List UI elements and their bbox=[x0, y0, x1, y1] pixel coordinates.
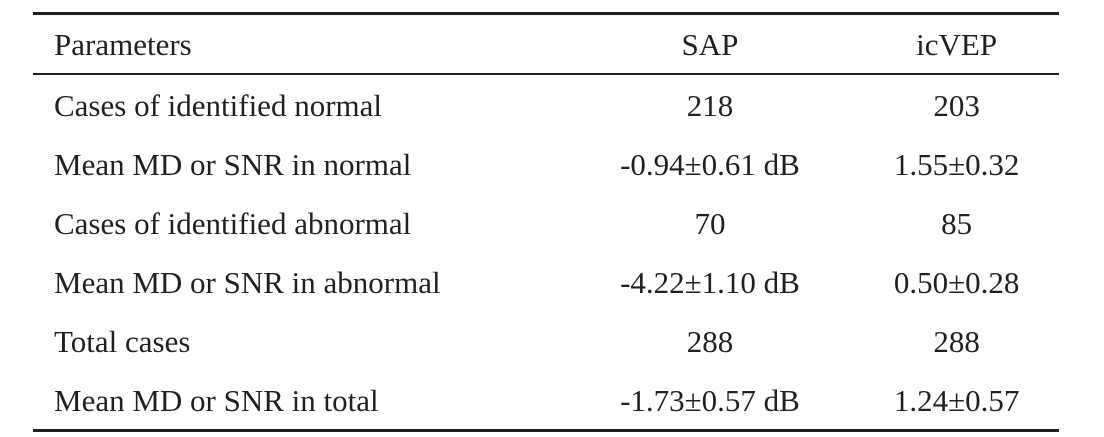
icvep-value-cell: 1.24±0.57 bbox=[893, 382, 1020, 418]
table-row: Cases of identified normal 218 203 bbox=[33, 74, 1059, 135]
table-row: Mean MD or SNR in normal -0.94±0.61 dB 1… bbox=[33, 135, 1059, 194]
parameter-cell: Mean MD or SNR in normal bbox=[54, 147, 412, 182]
table-header: Parameters SAP icVEP bbox=[33, 13, 1059, 74]
sap-value-cell: -0.94±0.61 dB bbox=[620, 147, 800, 182]
sap-value-cell: 218 bbox=[686, 87, 734, 123]
icvep-value-cell: 1.55±0.32 bbox=[893, 147, 1020, 182]
parameter-cell: Total cases bbox=[54, 324, 191, 359]
icvep-value-cell: 0.50±0.28 bbox=[893, 265, 1020, 300]
column-header-parameters: Parameters bbox=[54, 26, 192, 62]
table-row: Total cases 288 288 bbox=[33, 312, 1059, 371]
cropped-caption-fragment bbox=[36, 0, 1060, 6]
column-header-icvep: icVEP bbox=[916, 26, 998, 62]
table-row: Mean MD or SNR in abnormal -4.22±1.10 dB… bbox=[33, 253, 1059, 312]
column-header-sap: SAP bbox=[681, 26, 739, 62]
header-row: Parameters SAP icVEP bbox=[33, 13, 1059, 74]
parameter-cell: Cases of identified abnormal bbox=[54, 206, 412, 241]
table-row: Mean MD or SNR in total -1.73±0.57 dB 1.… bbox=[33, 371, 1059, 431]
sap-value-cell: -4.22±1.10 dB bbox=[620, 265, 800, 300]
icvep-value-cell: 203 bbox=[933, 87, 980, 123]
icvep-value-cell: 85 bbox=[941, 206, 973, 241]
parameter-cell: Mean MD or SNR in abnormal bbox=[54, 265, 441, 300]
parameter-cell: Mean MD or SNR in total bbox=[54, 382, 379, 418]
parameter-cell: Cases of identified normal bbox=[54, 87, 382, 123]
icvep-value-cell: 288 bbox=[933, 324, 980, 359]
comparison-table: Parameters SAP icVEP Cases of identified… bbox=[33, 12, 1059, 432]
sap-value-cell: -1.73±0.57 dB bbox=[620, 382, 800, 418]
sap-value-cell: 70 bbox=[694, 206, 726, 241]
table-body: Cases of identified normal 218 203 Mean … bbox=[33, 74, 1059, 431]
sap-value-cell: 288 bbox=[686, 324, 734, 359]
table-row: Cases of identified abnormal 70 85 bbox=[33, 194, 1059, 253]
